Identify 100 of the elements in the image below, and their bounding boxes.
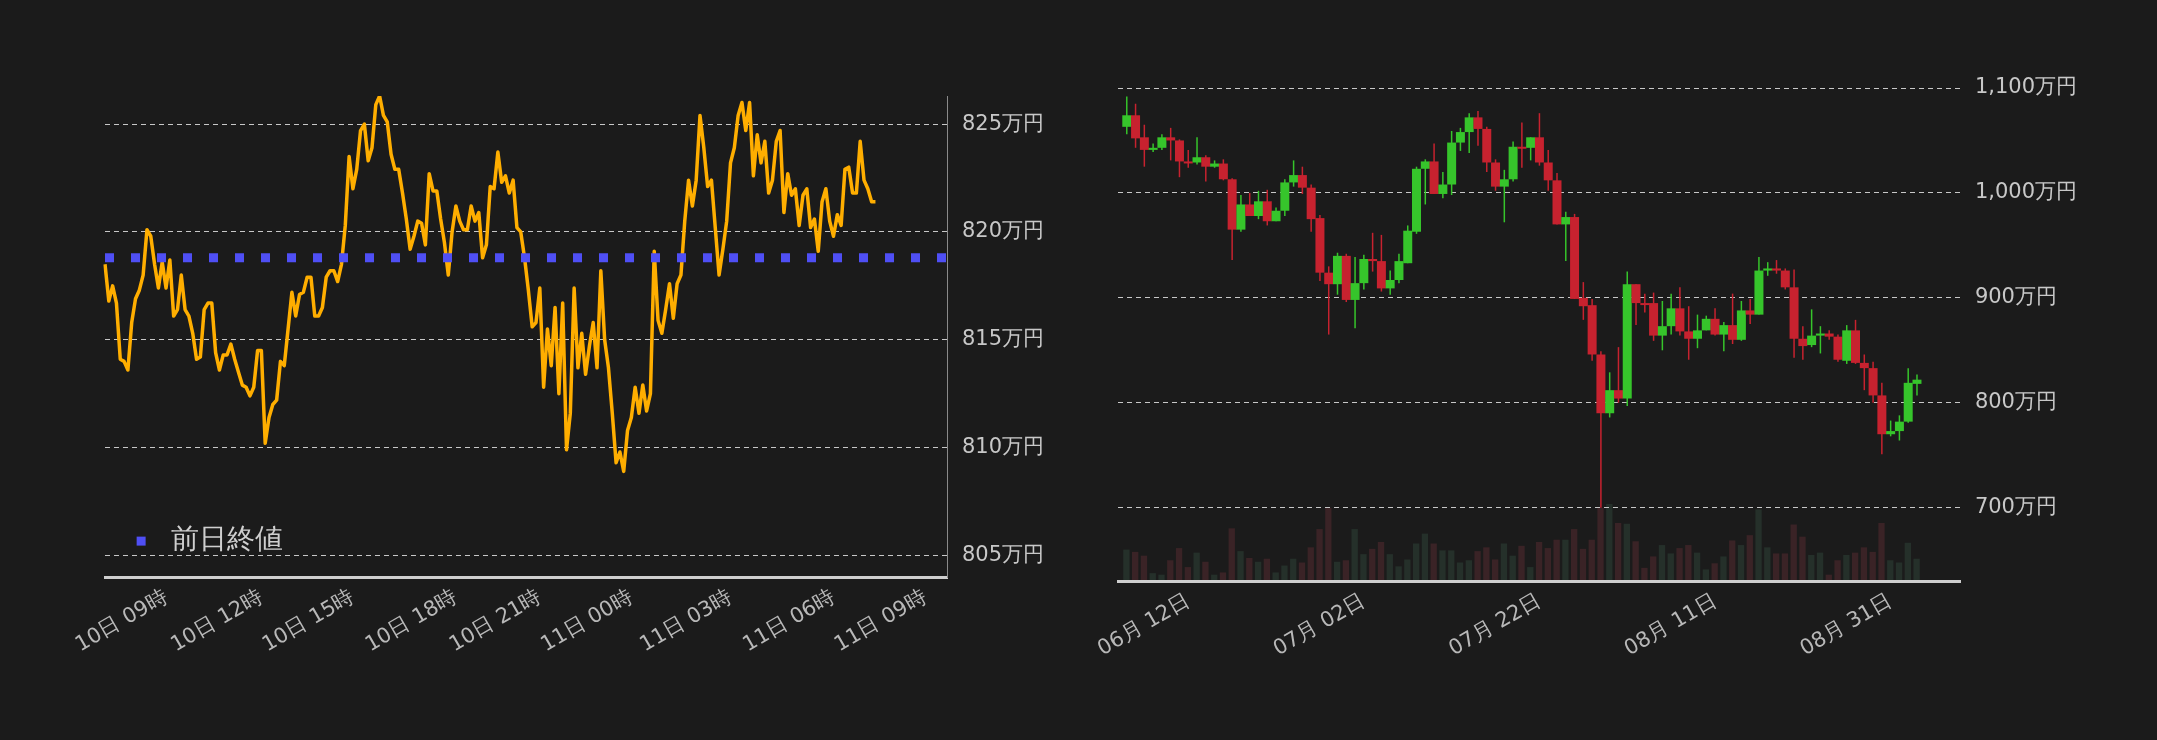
y-tick-label: 1,000万円 [1974, 179, 2078, 204]
bar [1667, 553, 1675, 580]
x-tick-label: 11日 03時 [635, 584, 736, 657]
bar [1615, 522, 1622, 580]
candlestick [1815, 325, 1825, 355]
x-tick-label: 06月 12日 [1093, 588, 1194, 661]
candlestick [1675, 286, 1685, 337]
candlestick [1526, 136, 1536, 162]
y-tick-label: 805万円 [961, 542, 1045, 566]
bar [1580, 548, 1587, 580]
bar [1132, 551, 1139, 580]
bar [1404, 559, 1411, 580]
bar [1755, 508, 1763, 580]
candlestick [1368, 232, 1378, 273]
bar [1158, 574, 1166, 580]
bar [1430, 543, 1438, 580]
bar [1492, 559, 1499, 580]
legend-label: 前日終値 [171, 522, 283, 556]
bar [1571, 528, 1578, 580]
bar [1369, 548, 1376, 580]
candlestick [1122, 95, 1132, 135]
bar [1764, 546, 1771, 580]
bar [1193, 552, 1201, 580]
bar [1466, 559, 1473, 580]
bar [1422, 533, 1429, 580]
candlestick [1420, 158, 1430, 206]
y-tick-label: 820万円 [961, 218, 1045, 243]
bar [1632, 540, 1640, 580]
bar [1588, 539, 1596, 580]
bar [1861, 546, 1868, 580]
bar [1843, 554, 1850, 580]
bar [1553, 539, 1561, 580]
bar [1685, 544, 1692, 580]
bar [1185, 566, 1192, 580]
bar [1501, 543, 1508, 580]
bar [1299, 562, 1306, 580]
candlestick [1455, 127, 1465, 152]
bar [1896, 562, 1903, 580]
bar [1720, 556, 1727, 580]
bar [1378, 541, 1385, 580]
candlestick [1894, 414, 1904, 442]
bar [1905, 542, 1912, 580]
bar [1711, 562, 1719, 580]
bar [1834, 559, 1842, 580]
bar [1545, 547, 1552, 580]
bar [1694, 552, 1701, 580]
bar [1281, 565, 1288, 580]
bar [1220, 572, 1227, 580]
candlestick [1613, 346, 1623, 404]
bar [1395, 565, 1403, 580]
candlestick [1253, 190, 1263, 220]
y-tick-label: 815万円 [961, 326, 1045, 351]
candlestick [1692, 313, 1702, 349]
bar [1913, 558, 1921, 580]
bar [1562, 539, 1569, 580]
candlestick [1499, 169, 1509, 224]
candlestick [1780, 267, 1790, 291]
bar [1290, 558, 1297, 580]
candlestick [1719, 321, 1729, 353]
bar [1703, 568, 1710, 580]
x-tick-label: 08月 31日 [1795, 588, 1896, 661]
bar [1351, 528, 1359, 580]
bar [1439, 549, 1447, 580]
candlestick [1543, 149, 1553, 192]
y-tick-label: 825万円 [961, 110, 1045, 135]
bar [1176, 547, 1183, 580]
candlestick [1183, 149, 1193, 169]
bar [1246, 557, 1253, 580]
bar [1773, 553, 1780, 580]
candlestick [1174, 138, 1184, 178]
candlestick [1218, 158, 1228, 182]
candlestick [1728, 292, 1738, 345]
bar [1808, 554, 1815, 580]
candlestick [1289, 159, 1299, 188]
bar [1255, 561, 1262, 580]
y-tick-label: 810万円 [961, 434, 1045, 459]
y-tick-label: 900万円 [1974, 284, 2057, 309]
x-tick-label: 10日 09時 [70, 584, 172, 657]
x-tick-label: 07月 22日 [1444, 588, 1545, 661]
candlestick [1657, 300, 1667, 352]
bar [1641, 567, 1648, 580]
bar [1123, 549, 1130, 580]
candlestick [1561, 211, 1571, 262]
candlestick [1807, 308, 1817, 348]
candlestick [1605, 371, 1615, 419]
y-tick-label: 700万円 [1974, 494, 2057, 519]
bar [1738, 544, 1745, 580]
bar [1782, 553, 1789, 580]
bar [1457, 562, 1464, 580]
bar [1334, 561, 1341, 580]
bar [1536, 541, 1543, 580]
bar [1869, 551, 1877, 580]
candlestick [1517, 121, 1527, 169]
bar [1448, 549, 1455, 580]
bar [1887, 559, 1894, 580]
bar [1202, 561, 1209, 580]
bar [1676, 547, 1684, 580]
bar [1597, 507, 1605, 580]
bar [1518, 545, 1526, 580]
bar [1360, 553, 1367, 580]
